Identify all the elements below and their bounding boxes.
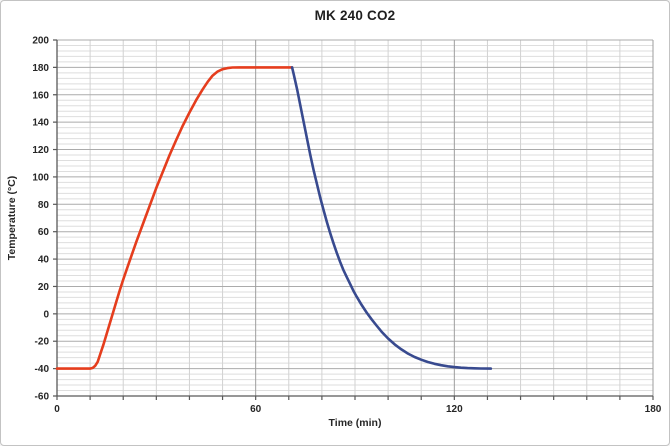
y-tick-label: 160: [32, 90, 49, 101]
x-tick-label: 120: [446, 404, 463, 415]
y-tick-label: 180: [32, 63, 49, 74]
x-tick-label: 0: [54, 404, 60, 415]
x-tick-label: 180: [645, 404, 662, 415]
heating-curve: [55, 66, 294, 370]
y-tick-label: 120: [32, 145, 49, 156]
y-axis-title: Temperature (°C): [6, 175, 18, 261]
y-tick-label: 20: [38, 282, 50, 293]
chart-title: MK 240 CO2: [314, 8, 396, 23]
cooling-curve: [290, 66, 493, 370]
y-tick-label: -60: [35, 392, 50, 403]
y-tick-label: 140: [32, 118, 49, 129]
y-tick-label: -20: [35, 337, 50, 348]
y-tick-label: 0: [43, 309, 49, 320]
y-tick-label: -40: [35, 364, 50, 375]
y-tick-label: 80: [38, 200, 50, 211]
y-tick-label: 200: [32, 36, 49, 47]
x-axis-title: Time (min): [328, 417, 382, 429]
y-tick-label: 100: [32, 172, 49, 183]
y-tick-label: 60: [38, 227, 50, 238]
x-tick-label: 60: [250, 404, 262, 415]
y-tick-label: 40: [38, 255, 50, 266]
